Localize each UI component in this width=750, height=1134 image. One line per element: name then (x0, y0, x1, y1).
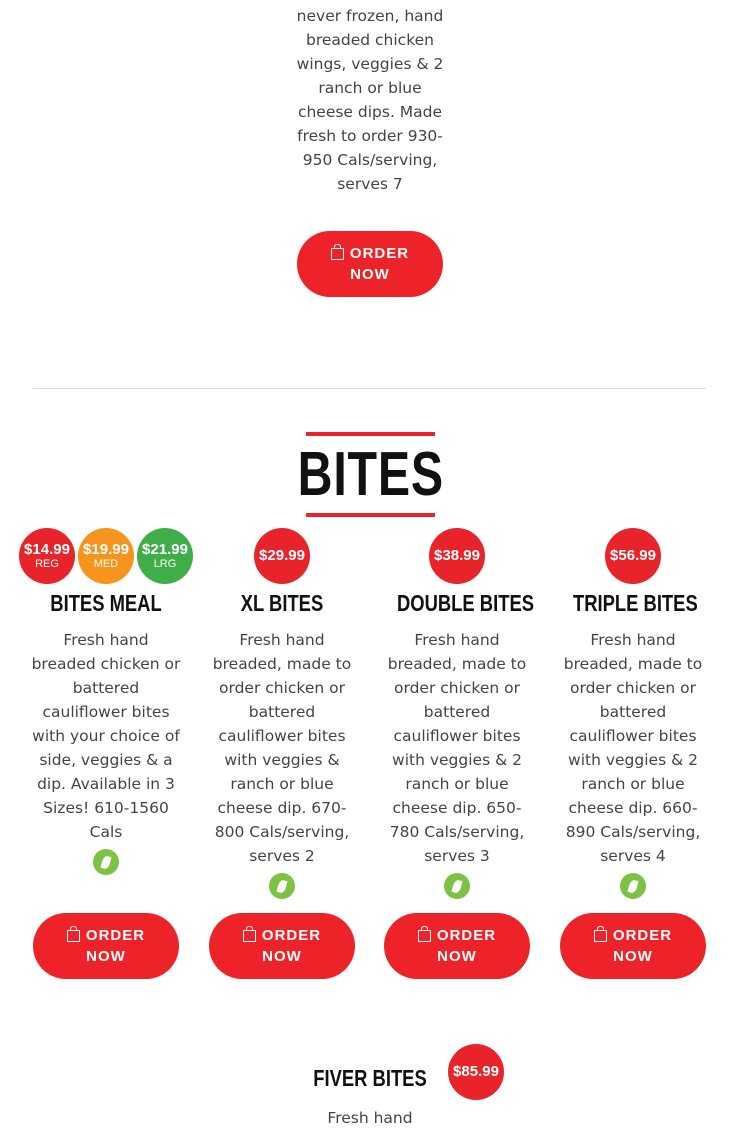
price: $38.99 (434, 547, 480, 564)
item-description: Fresh hand breaded, made to order chicke… (563, 631, 703, 865)
price: $29.99 (259, 547, 305, 564)
shopping-bag-icon (417, 925, 431, 942)
price: $14.99 (24, 541, 70, 558)
button-label: NOW (350, 266, 390, 283)
button-label: NOW (86, 948, 126, 965)
order-now-button[interactable]: ORDER NOW (384, 913, 530, 979)
price-badge: $29.99 (254, 528, 310, 584)
button-label: ORDER (349, 245, 410, 262)
button-label: NOW (437, 948, 477, 965)
item-description: Fresh hand breaded chicken or battered c… (31, 631, 181, 841)
price: $85.99 (453, 1063, 499, 1080)
item-title: XL BITES (240, 590, 324, 616)
item-title: BITES MEAL (50, 590, 162, 616)
order-now-button[interactable]: ORDER NOW (560, 913, 706, 979)
order-now-button[interactable]: ORDER NOW (209, 913, 355, 979)
shopping-bag-icon (242, 925, 256, 942)
item-title: TRIPLE BITES (573, 590, 698, 616)
price: $56.99 (610, 547, 656, 564)
section-heading: BITES (297, 432, 443, 517)
item-description: Fresh hand (327, 1109, 413, 1127)
price-badge: $14.99 REG (19, 528, 75, 584)
price-badge: $38.99 (429, 528, 485, 584)
button-label: ORDER (436, 927, 497, 944)
top-item-description: never frozen, hand breaded chicken wings… (296, 7, 444, 193)
button-label: ORDER (85, 927, 146, 944)
section-title: BITES (297, 440, 444, 509)
leaf-icon (269, 873, 295, 899)
button-label: NOW (262, 948, 302, 965)
price-badge: $21.99 LRG (137, 528, 193, 584)
price-badge: $19.99 MED (78, 528, 134, 584)
order-now-button[interactable]: ORDER NOW (297, 231, 443, 297)
size-label: REG (35, 558, 59, 570)
divider (33, 388, 706, 389)
button-label: NOW (613, 948, 653, 965)
button-label: ORDER (612, 927, 673, 944)
shopping-bag-icon (66, 925, 80, 942)
shopping-bag-icon (330, 243, 344, 260)
leaf-icon (620, 873, 646, 899)
order-now-button[interactable]: ORDER NOW (33, 913, 179, 979)
item-title: DOUBLE BITES (397, 590, 534, 616)
price: $19.99 (83, 541, 129, 558)
shopping-bag-icon (593, 925, 607, 942)
item-description: Fresh hand breaded, made to order chicke… (387, 631, 527, 865)
button-label: ORDER (261, 927, 322, 944)
size-label: LRG (153, 558, 177, 570)
item-description: Fresh hand breaded, made to order chicke… (212, 631, 352, 865)
price: $21.99 (142, 541, 188, 558)
leaf-icon (444, 873, 470, 899)
price-badge: $56.99 (605, 528, 661, 584)
leaf-icon (93, 849, 119, 875)
size-label: MED (93, 558, 119, 570)
price-badge: $85.99 (448, 1044, 504, 1100)
item-title: FIVER BITES (313, 1065, 427, 1091)
